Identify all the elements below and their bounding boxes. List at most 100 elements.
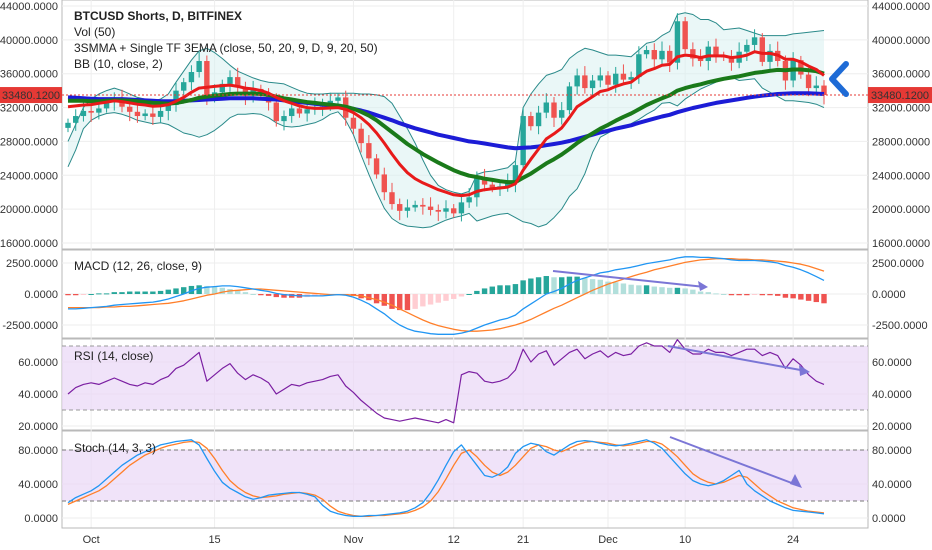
chart-title: BTCUSD Shorts, D, BITFINEX [74,9,243,23]
macd-histogram-bar [512,284,519,294]
macd-histogram-bar [643,285,650,294]
macd-histogram-bar [728,294,735,296]
candle-body [404,207,411,211]
y-tick-label-left: 0.0000 [24,289,58,301]
candle-body [181,82,187,91]
macd-histogram-bar [790,294,796,299]
macd-histogram-bar [489,286,495,294]
candle-body [281,116,287,122]
macd-histogram-bar [805,294,812,301]
macd-histogram-bar [373,294,380,304]
y-tick-label-right: 40.0000 [872,479,912,491]
y-tick-label-right: 24000.0000 [872,170,930,182]
candle-body [235,77,241,88]
candle-body [551,102,557,118]
macd-histogram-bar [481,288,488,294]
candle-body [289,108,295,117]
macd-histogram-bar [466,294,472,295]
x-tick-label: 15 [208,534,220,546]
y-tick-label-right: 28000.0000 [872,136,930,148]
y-tick-label-right: 0.0000 [872,513,906,525]
macd-divergence-arrowhead [698,281,708,291]
macd-histogram-bar [435,294,441,303]
macd-histogram-bar [659,287,665,294]
x-tick-label: Dec [598,534,618,546]
y-tick-label-left: 60.0000 [18,357,58,369]
candle-body [196,61,202,73]
candle-body [767,50,773,62]
candle-body [589,80,596,89]
macd-histogram-bar [767,294,773,296]
macd-histogram-bar [111,292,117,294]
candle-body [543,102,549,113]
macd-histogram-bar [705,292,711,294]
x-tick-label: Oct [83,534,100,546]
rsi-divergence-line [667,345,807,372]
candle-body [759,37,765,62]
candle-body [697,58,704,62]
candle-body [520,116,526,166]
candle-body [142,113,148,117]
macd-histogram-bar [265,294,272,296]
ema20-line [68,67,825,185]
macd-histogram-bar [713,293,719,295]
candle-body [204,61,210,96]
candle-body [489,184,495,188]
y-tick-label-left: 16000.0000 [0,238,58,250]
y-tick-label-right: 40.0000 [872,389,912,401]
candle-body [682,21,688,50]
macd-histogram-bar [505,285,511,294]
y-tick-label-left: 0.0000 [24,513,58,525]
macd-histogram-bar [775,294,781,296]
y-tick-label-left: 40.0000 [18,389,58,401]
macd-histogram-bar [420,294,426,307]
macd-histogram-bar [88,294,94,295]
last-price-tag-right [868,87,932,104]
rsi-band [62,346,868,410]
macd-histogram-bar [80,294,87,295]
macd-histogram-bar [289,294,295,298]
x-tick-label: 10 [679,534,691,546]
candle-body [389,192,395,205]
macd-histogram-bar [497,285,503,294]
y-tick-label-left: -2500.0000 [2,320,58,332]
candle-body [219,83,225,93]
candle-body [628,77,634,80]
macd-histogram-bar [535,277,542,294]
y-tick-label-right: -2500.0000 [872,320,928,332]
candle-body [481,176,488,185]
x-tick-label: 12 [448,534,460,546]
y-tick-label-left: 44000.0000 [0,1,58,13]
macd-histogram-bar [412,294,418,309]
macd-histogram-bar [397,294,403,311]
macd-histogram-bar [744,294,750,296]
candle-body [127,106,133,112]
macd-histogram-bar [127,291,133,294]
candle-body [667,50,673,63]
macd-histogram-bar [628,284,634,294]
y-tick-label-left: 32000.0000 [0,103,58,115]
candle-body [157,110,164,117]
candle-body [559,110,565,118]
macd-histogram-bar [759,294,765,296]
candle-body [813,85,819,89]
y-tick-label-right: 36000.0000 [872,69,930,81]
macd-histogram-bar [319,294,326,296]
candle-body [420,204,426,207]
candle-body [528,116,534,127]
macd-histogram-bar [651,286,657,294]
candle-body [659,50,665,60]
candle-body [103,102,110,109]
x-tick-label: Nov [344,534,364,546]
macd-histogram-bar [474,290,480,294]
candle-body [381,174,387,193]
candle-body [412,204,418,208]
macd-histogram-bar [219,287,225,294]
macd-histogram-bar [381,294,387,306]
y-tick-label-left: 80.0000 [18,445,58,457]
macd-histogram-bar [204,285,210,294]
macd-histogram-bar [697,291,704,294]
macd-histogram-bar [798,294,804,300]
macd-histogram-bar [157,290,164,294]
